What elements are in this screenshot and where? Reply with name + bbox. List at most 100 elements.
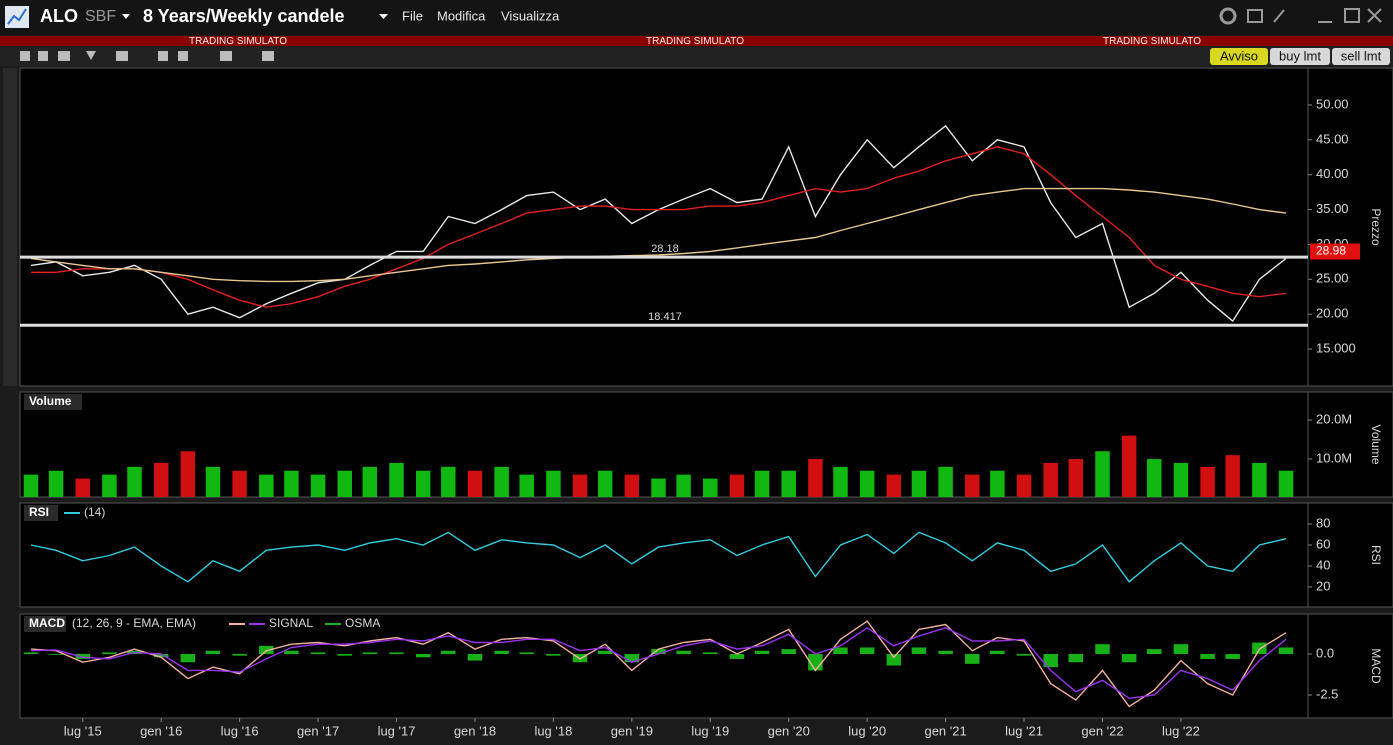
series-line	[31, 146, 1287, 308]
pane-title: RSI	[29, 505, 49, 519]
bar	[781, 470, 796, 497]
bar	[965, 474, 980, 497]
y-tick-label: 45.00	[1316, 131, 1349, 146]
y-tick-label: 0.0	[1316, 645, 1334, 660]
button-buy[interactable]	[1270, 48, 1330, 65]
tool[interactable]	[86, 51, 96, 60]
bar	[1278, 470, 1294, 497]
bar	[75, 478, 90, 497]
bar	[624, 474, 640, 497]
settings-icon[interactable]	[1219, 7, 1237, 25]
bar	[337, 654, 352, 656]
bar	[467, 654, 483, 661]
bar	[886, 474, 902, 497]
tool[interactable]	[38, 51, 48, 61]
bar	[859, 647, 875, 655]
y-axis-title: MACD	[1369, 648, 1383, 684]
bar	[127, 466, 142, 497]
bar	[415, 470, 431, 497]
pane	[19, 67, 1309, 387]
series-line	[30, 620, 1287, 708]
pane-title-box	[24, 505, 58, 521]
y-axis-title: Volume	[1369, 424, 1383, 464]
y-tick-label: 20.0M	[1316, 411, 1352, 426]
bar	[729, 474, 745, 497]
bar	[259, 645, 274, 655]
bar	[180, 654, 196, 663]
bar	[1095, 451, 1110, 497]
bar	[259, 474, 274, 497]
bar	[1225, 455, 1240, 497]
button-sell[interactable]	[1332, 48, 1390, 65]
banner-text: TRADING SIMULATO	[189, 36, 287, 47]
bar	[23, 474, 39, 497]
tool[interactable]	[158, 51, 168, 61]
symbol[interactable]: ALO	[40, 6, 78, 26]
button-avviso[interactable]	[1210, 48, 1268, 65]
legend-label: SIGNAL	[269, 616, 313, 630]
y-tick-label: 80	[1316, 515, 1330, 530]
x-tick-label: gen '21	[924, 723, 966, 738]
x-tick-label: gen '19	[611, 723, 653, 738]
bar	[1147, 649, 1162, 655]
scrollbar[interactable]	[3, 68, 17, 386]
tool[interactable]	[20, 51, 30, 61]
link-icon[interactable]	[1247, 9, 1263, 23]
tool[interactable]	[116, 51, 128, 61]
x-tick-label: lug '22	[1162, 723, 1200, 738]
bar	[886, 654, 902, 666]
bar	[310, 474, 326, 497]
bar	[546, 470, 561, 497]
y-tick-label: 40	[1316, 557, 1330, 572]
close[interactable]	[1367, 8, 1382, 23]
simulated-banner	[0, 36, 1393, 46]
maximize[interactable]	[1344, 8, 1360, 23]
y-tick-label: -2.5	[1316, 686, 1338, 701]
level-label: 28.18	[651, 243, 679, 255]
bar	[153, 654, 169, 658]
bar	[729, 654, 745, 659]
bar	[180, 451, 196, 497]
button-label[interactable]: Avviso	[1220, 48, 1258, 63]
period[interactable]: 8 Years/Weekly candele	[143, 6, 344, 26]
bar	[597, 650, 613, 655]
bar	[1252, 462, 1267, 497]
plot	[23, 435, 1294, 497]
pane-params: (12, 26, 9 - EMA, EMA)	[72, 616, 196, 630]
menu-file[interactable]: File	[402, 8, 423, 23]
dropdown-arrow[interactable]	[379, 14, 388, 19]
menu-visualizza[interactable]: Visualizza	[501, 8, 560, 23]
bar	[965, 654, 980, 664]
axis-area	[1307, 67, 1393, 387]
tool[interactable]	[262, 51, 274, 61]
legend-label: OSMA	[345, 616, 380, 630]
series-line	[30, 626, 1287, 700]
bar	[205, 466, 221, 497]
pane-params: (14)	[84, 505, 105, 519]
x-tick-label: lug '15	[64, 723, 102, 738]
bar	[1121, 435, 1137, 497]
dropdown-arrow[interactable]	[122, 14, 130, 19]
button-label[interactable]: buy lmt	[1279, 48, 1321, 63]
y-tick-label: 50.00	[1316, 96, 1349, 111]
bar	[1068, 459, 1084, 497]
tool[interactable]	[178, 51, 188, 61]
plot	[23, 620, 1294, 708]
bar	[519, 474, 534, 497]
tool[interactable]	[220, 51, 232, 61]
x-tick-label: lug '21	[1005, 723, 1043, 738]
bar	[494, 650, 509, 655]
pane-title-box	[24, 394, 82, 410]
bar	[833, 647, 848, 655]
pin-icon[interactable]	[1273, 9, 1285, 23]
bar	[23, 652, 39, 655]
exchange[interactable]: SBF	[85, 8, 116, 25]
bar	[1043, 462, 1058, 497]
menu-modifica[interactable]: Modifica	[437, 8, 486, 23]
bar	[441, 466, 456, 497]
bar	[833, 466, 848, 497]
tool[interactable]	[58, 51, 70, 61]
last-price: 28.98	[1316, 244, 1346, 258]
button-label[interactable]: sell lmt	[1341, 48, 1382, 63]
bar	[1278, 647, 1294, 655]
